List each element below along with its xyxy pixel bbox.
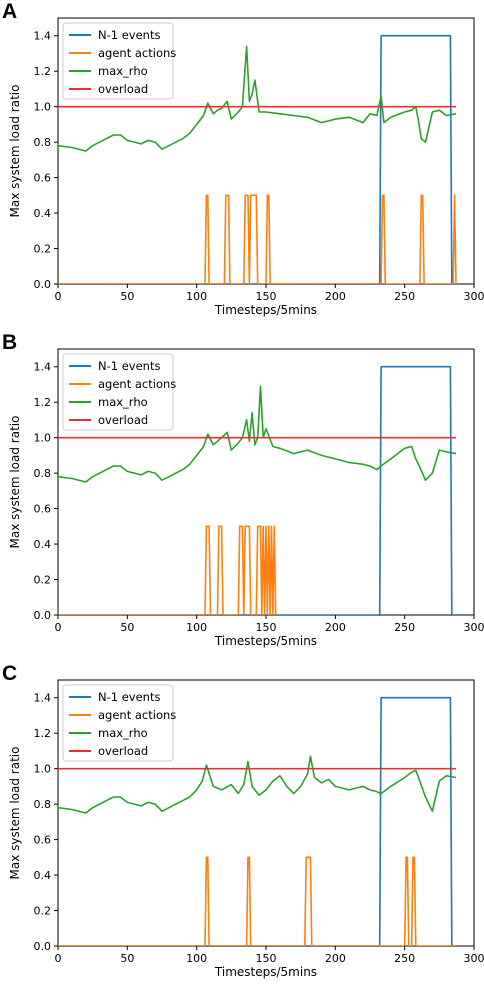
panel-label: A xyxy=(2,0,18,23)
x-tick-label: 250 xyxy=(394,290,415,303)
x-tick-label: 50 xyxy=(120,621,134,634)
chart-b: 0 50 100 150 200 250 300 0.0 0.2 0.4 0.6 0.8 1.0 1.2 1… xyxy=(8,348,484,648)
series-line-n1-events xyxy=(58,365,456,615)
legend-label-overload: overload xyxy=(98,413,148,427)
y-tick-label: 1.4 xyxy=(34,361,52,374)
y-tick-label: 0.6 xyxy=(34,834,52,847)
y-tick-label: 0.4 xyxy=(34,869,52,882)
panel-label: B xyxy=(2,331,18,354)
legend-label-n1-events: N-1 events xyxy=(98,359,160,373)
panel-b: B 0 50 100 150 200 250 300 0.0 0.2 0.4 0.6 0.8 1.0 1.… xyxy=(0,331,484,663)
y-tick-label: 0.2 xyxy=(34,574,52,587)
panel-c: C 0 50 100 150 200 250 300 0.0 0.2 0.4 0.6 0.8 1.0 1.… xyxy=(0,662,484,994)
series-line-agent-actions xyxy=(58,194,457,284)
series-line-max-rho xyxy=(58,45,457,152)
y-tick-label: 1.4 xyxy=(34,692,52,705)
legend: N-1 events agent actions max_rho overload xyxy=(62,22,176,100)
y-axis-label: Max system load ratio xyxy=(8,747,22,880)
legend-label-agent-actions: agent actions xyxy=(98,377,176,391)
x-tick-label: 200 xyxy=(325,952,346,965)
y-tick-label: 0.2 xyxy=(34,905,52,918)
y-axis-label: Max system load ratio xyxy=(8,416,22,549)
series-group xyxy=(58,365,457,615)
x-tick-label: 300 xyxy=(464,952,484,965)
x-tick-label: 0 xyxy=(55,621,62,634)
y-tick-label: 1.2 xyxy=(34,396,52,409)
y-tick-label: 0.4 xyxy=(34,538,52,551)
series-group xyxy=(58,34,457,284)
y-tick-label: 0.4 xyxy=(34,207,52,220)
y-tick-label: 0.0 xyxy=(34,278,52,291)
series-line-max-rho xyxy=(58,385,457,483)
x-tick-label: 150 xyxy=(256,952,277,965)
x-tick-label: 300 xyxy=(464,290,484,303)
legend-label-overload: overload xyxy=(98,744,148,758)
y-tick-label: 0.0 xyxy=(34,609,52,622)
series-line-agent-actions xyxy=(58,525,277,615)
panel-a: A 0 50 100 150 200 250 300 0.0 0.2 0.4 0.6 0.8 1.0 1.… xyxy=(0,0,484,332)
y-tick-label: 1.0 xyxy=(34,763,52,776)
y-axis-label: Max system load ratio xyxy=(8,85,22,218)
legend-box xyxy=(62,353,174,431)
legend-label-agent-actions: agent actions xyxy=(98,46,176,60)
legend-label-max-rho: max_rho xyxy=(98,64,148,78)
y-tick-label: 1.2 xyxy=(34,65,52,78)
y-tick-label: 0.0 xyxy=(34,940,52,953)
series-line-n1-events xyxy=(58,34,456,284)
x-tick-label: 150 xyxy=(256,621,277,634)
x-tick-label: 0 xyxy=(55,290,62,303)
legend-label-max-rho: max_rho xyxy=(98,395,148,409)
x-tick-label: 300 xyxy=(464,621,484,634)
legend-label-agent-actions: agent actions xyxy=(98,708,176,722)
legend: N-1 events agent actions max_rho overload xyxy=(62,684,176,762)
legend-label-n1-events: N-1 events xyxy=(98,28,160,42)
y-tick-label: 1.4 xyxy=(34,30,52,43)
y-tick-label: 1.0 xyxy=(34,101,52,114)
series-line-agent-actions xyxy=(58,856,456,946)
legend-label-n1-events: N-1 events xyxy=(98,690,160,704)
y-tick-label: 0.8 xyxy=(34,136,52,149)
x-axis-label: Timesteps/5mins xyxy=(214,965,317,979)
y-tick-label: 1.0 xyxy=(34,432,52,445)
x-tick-label: 100 xyxy=(186,621,207,634)
legend-label-overload: overload xyxy=(98,82,148,96)
x-axis-label: Timesteps/5mins xyxy=(214,634,317,648)
x-tick-label: 100 xyxy=(186,290,207,303)
legend-box xyxy=(62,22,174,100)
panel-label: C xyxy=(2,662,18,685)
y-tick-label: 0.6 xyxy=(34,503,52,516)
y-tick-label: 0.2 xyxy=(34,243,52,256)
series-line-n1-events xyxy=(58,696,456,946)
chart-a: 0 50 100 150 200 250 300 0.0 0.2 0.4 0.6 0.8 1.0 1.2 1… xyxy=(8,17,484,317)
chart-c: 0 50 100 150 200 250 300 0.0 0.2 0.4 0.6 0.8 1.0 1.2 1… xyxy=(8,679,484,979)
x-tick-label: 200 xyxy=(325,621,346,634)
y-tick-label: 0.8 xyxy=(34,798,52,811)
y-tick-label: 0.8 xyxy=(34,467,52,480)
x-tick-label: 0 xyxy=(55,952,62,965)
x-tick-label: 50 xyxy=(120,952,134,965)
series-line-max-rho xyxy=(58,755,457,814)
x-tick-label: 250 xyxy=(394,952,415,965)
x-tick-label: 250 xyxy=(394,621,415,634)
legend-label-max-rho: max_rho xyxy=(98,726,148,740)
series-group xyxy=(58,696,457,946)
x-axis-label: Timesteps/5mins xyxy=(214,303,317,317)
x-tick-label: 50 xyxy=(120,290,134,303)
y-tick-label: 1.2 xyxy=(34,727,52,740)
x-tick-label: 100 xyxy=(186,952,207,965)
legend-box xyxy=(62,684,174,762)
x-tick-label: 150 xyxy=(256,290,277,303)
legend: N-1 events agent actions max_rho overload xyxy=(62,353,176,431)
x-tick-label: 200 xyxy=(325,290,346,303)
y-tick-label: 0.6 xyxy=(34,172,52,185)
